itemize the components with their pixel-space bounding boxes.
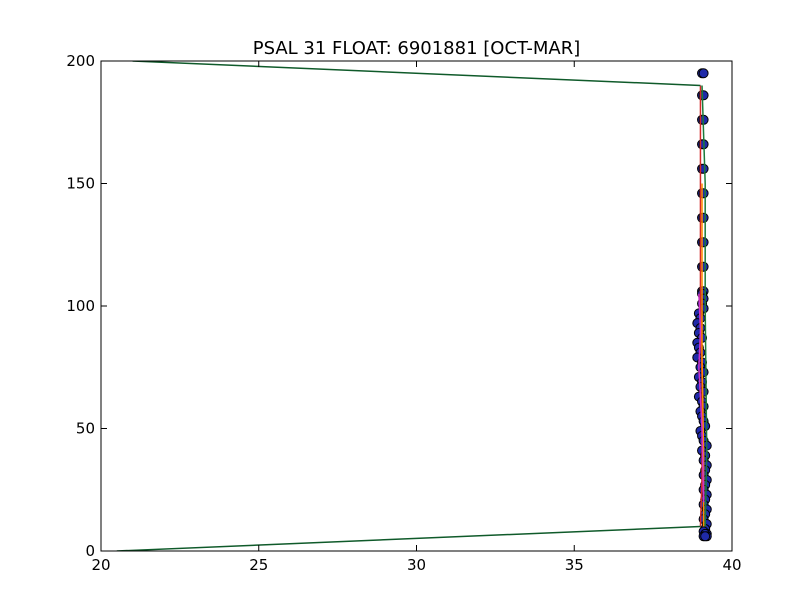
chart-title: PSAL 31 FLOAT: 6901881 [OCT-MAR] [253,38,580,59]
data-layer [116,61,712,551]
scatter-point [698,68,709,79]
axis-layer: 20 25 30 35 40 0 50 100 150 200 [66,52,741,574]
x-tick-label: 35 [565,556,584,574]
y-tick-label: 150 [66,175,95,193]
x-tick-label: 40 [722,556,741,574]
y-tick-label: 200 [66,52,95,70]
series-line [132,61,701,87]
x-tick-label: 30 [407,556,426,574]
scatter-point [700,531,711,542]
y-tick-label: 100 [66,297,95,315]
y-tick-label: 50 [76,420,95,438]
series-line [116,525,701,551]
y-tick-label: 0 [85,542,95,560]
x-tick-label: 20 [91,556,110,574]
series-line [701,85,708,527]
series-line [698,293,705,503]
scatter-point [698,163,709,174]
x-tick-label: 25 [249,556,268,574]
scatter-point [698,90,709,101]
